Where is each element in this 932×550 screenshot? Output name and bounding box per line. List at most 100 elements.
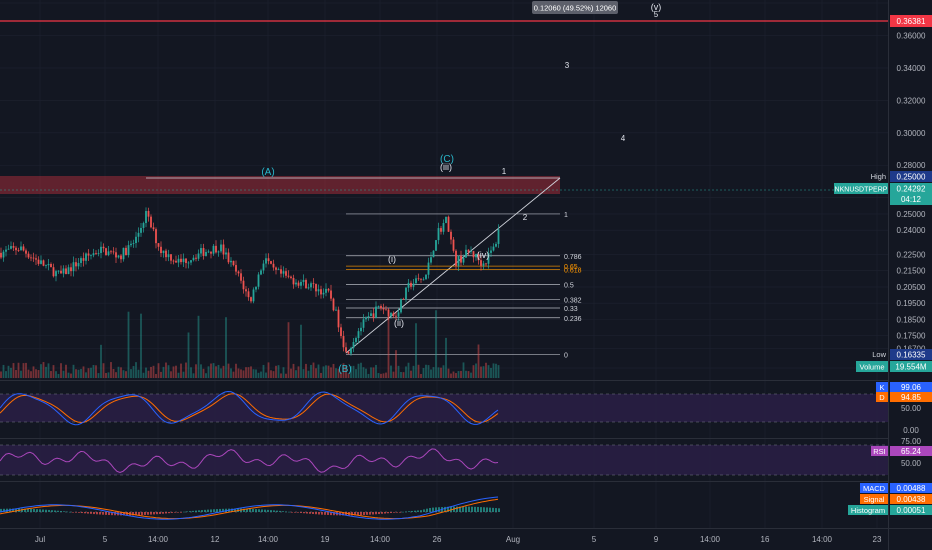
- candle-body: [2, 251, 5, 258]
- candle-body: [0, 252, 2, 258]
- volume-bar: [315, 368, 317, 378]
- stochastic-pane[interactable]: [0, 390, 888, 426]
- measure-tooltip: 0.12060 (49.52%) 12060: [532, 1, 618, 14]
- macd-hist-bar: [54, 510, 56, 512]
- volume-bar: [25, 362, 27, 378]
- volume-bar: [432, 367, 435, 378]
- signal-value: 0.00438: [897, 495, 926, 504]
- volume-bar: [290, 368, 292, 378]
- candle-body: [360, 327, 362, 332]
- macd-hist-bar: [186, 511, 188, 513]
- candle-body: [430, 257, 432, 263]
- volume-bar: [132, 366, 135, 378]
- candle-body: [15, 247, 17, 251]
- price-tick-label: 0.22500: [897, 250, 926, 259]
- volume-bar: [287, 322, 290, 378]
- volume-bar: [427, 365, 430, 378]
- macd-hist-bar: [159, 512, 161, 514]
- volume-bar: [495, 363, 497, 378]
- macd-hist-bar: [318, 512, 320, 515]
- candle-body: [232, 260, 235, 266]
- macd-pane[interactable]: [0, 496, 500, 520]
- volume-bar: [487, 365, 490, 378]
- candle-body: [80, 258, 82, 263]
- candle-body: [152, 227, 155, 230]
- macd-hist-bar: [396, 512, 398, 513]
- macd-hist-bar: [69, 511, 71, 513]
- time-axis[interactable]: Jul 5 14:00 12 14:00 19 14:00 26 Aug 5 9 14:00 16 14:…: [35, 535, 882, 544]
- macd-hist-bar: [267, 509, 269, 512]
- ascending-trend-line[interactable]: [345, 177, 561, 354]
- candle-body: [42, 260, 45, 266]
- volume-bar: [395, 350, 397, 378]
- macd-hist-bar: [96, 512, 98, 515]
- macd-hist-bar: [204, 509, 206, 512]
- macd-hist-bar: [288, 511, 290, 513]
- volume-bar: [22, 363, 25, 378]
- macd-hist-bar: [27, 508, 29, 512]
- volume-bar: [105, 372, 107, 378]
- candle-body: [40, 260, 42, 264]
- price-pane[interactable]: 1 0.786 0.650.618 0.5 0.382 0.33 0.236 0 (A) (B…: [0, 1, 888, 378]
- volume-value: 19.554M: [895, 363, 926, 372]
- candle-body: [30, 257, 32, 259]
- macd-hist-bar: [297, 512, 299, 513]
- candle-body: [215, 245, 217, 253]
- volume-bar: [232, 371, 235, 378]
- candle-body: [495, 243, 497, 247]
- candle-body: [377, 306, 380, 307]
- candle-body: [155, 229, 157, 244]
- volume-bar: [77, 369, 80, 378]
- macd-hist-bar: [60, 511, 62, 512]
- candle-body: [72, 262, 75, 272]
- volume-bar: [460, 370, 462, 378]
- volume-bar: [100, 344, 102, 378]
- volume-bar: [245, 367, 247, 378]
- candle-body: [212, 245, 215, 254]
- rsi-tick-50: 50.00: [901, 459, 922, 468]
- rsi-pane[interactable]: [0, 444, 888, 476]
- volume-bar: [252, 369, 255, 378]
- macd-hist-bar: [258, 509, 260, 512]
- macd-hist-bar: [249, 508, 251, 512]
- candle-body: [60, 270, 62, 274]
- volume-bar: [422, 368, 425, 378]
- candle-body: [275, 267, 277, 270]
- volume-bar: [362, 367, 365, 378]
- time-tick-label: 14:00: [148, 535, 169, 544]
- volume-bar: [430, 369, 432, 378]
- price-tick-label: 0.28000: [897, 161, 926, 170]
- macd-hist-bar: [384, 512, 386, 514]
- candle-body: [252, 289, 255, 302]
- candle-body: [120, 255, 122, 260]
- candle-body: [345, 347, 347, 352]
- volume-bar: [57, 373, 60, 378]
- candle-body: [362, 319, 365, 328]
- rsi-value: 65.24: [901, 447, 922, 456]
- wave-label-iv: (iv): [477, 250, 490, 260]
- volume-bar: [262, 364, 265, 378]
- candle-body: [145, 210, 147, 224]
- candle-body: [245, 289, 247, 292]
- candle-body: [327, 288, 330, 291]
- volume-bar: [0, 371, 2, 378]
- candle-body: [222, 244, 225, 255]
- volume-bar: [42, 362, 45, 378]
- candle-body: [332, 298, 335, 311]
- macd-hist-bar: [357, 512, 359, 516]
- fibonacci-retracement[interactable]: 1 0.786 0.650.618 0.5 0.382 0.33 0.236 0: [346, 212, 582, 360]
- volume-bar: [87, 368, 90, 378]
- time-tick-label: Aug: [506, 535, 520, 544]
- volume-bar: [322, 366, 325, 378]
- candle-body: [440, 228, 442, 232]
- candle-body: [200, 248, 202, 254]
- price-tick-label: 0.19500: [897, 299, 926, 308]
- candle-body: [92, 253, 95, 256]
- candle-body: [227, 252, 230, 263]
- volume-bar: [85, 372, 87, 378]
- time-tick-label: 16: [761, 535, 770, 544]
- volume-bar: [125, 371, 127, 378]
- time-tick-label: Jul: [35, 535, 45, 544]
- macd-hist-bar: [303, 512, 305, 514]
